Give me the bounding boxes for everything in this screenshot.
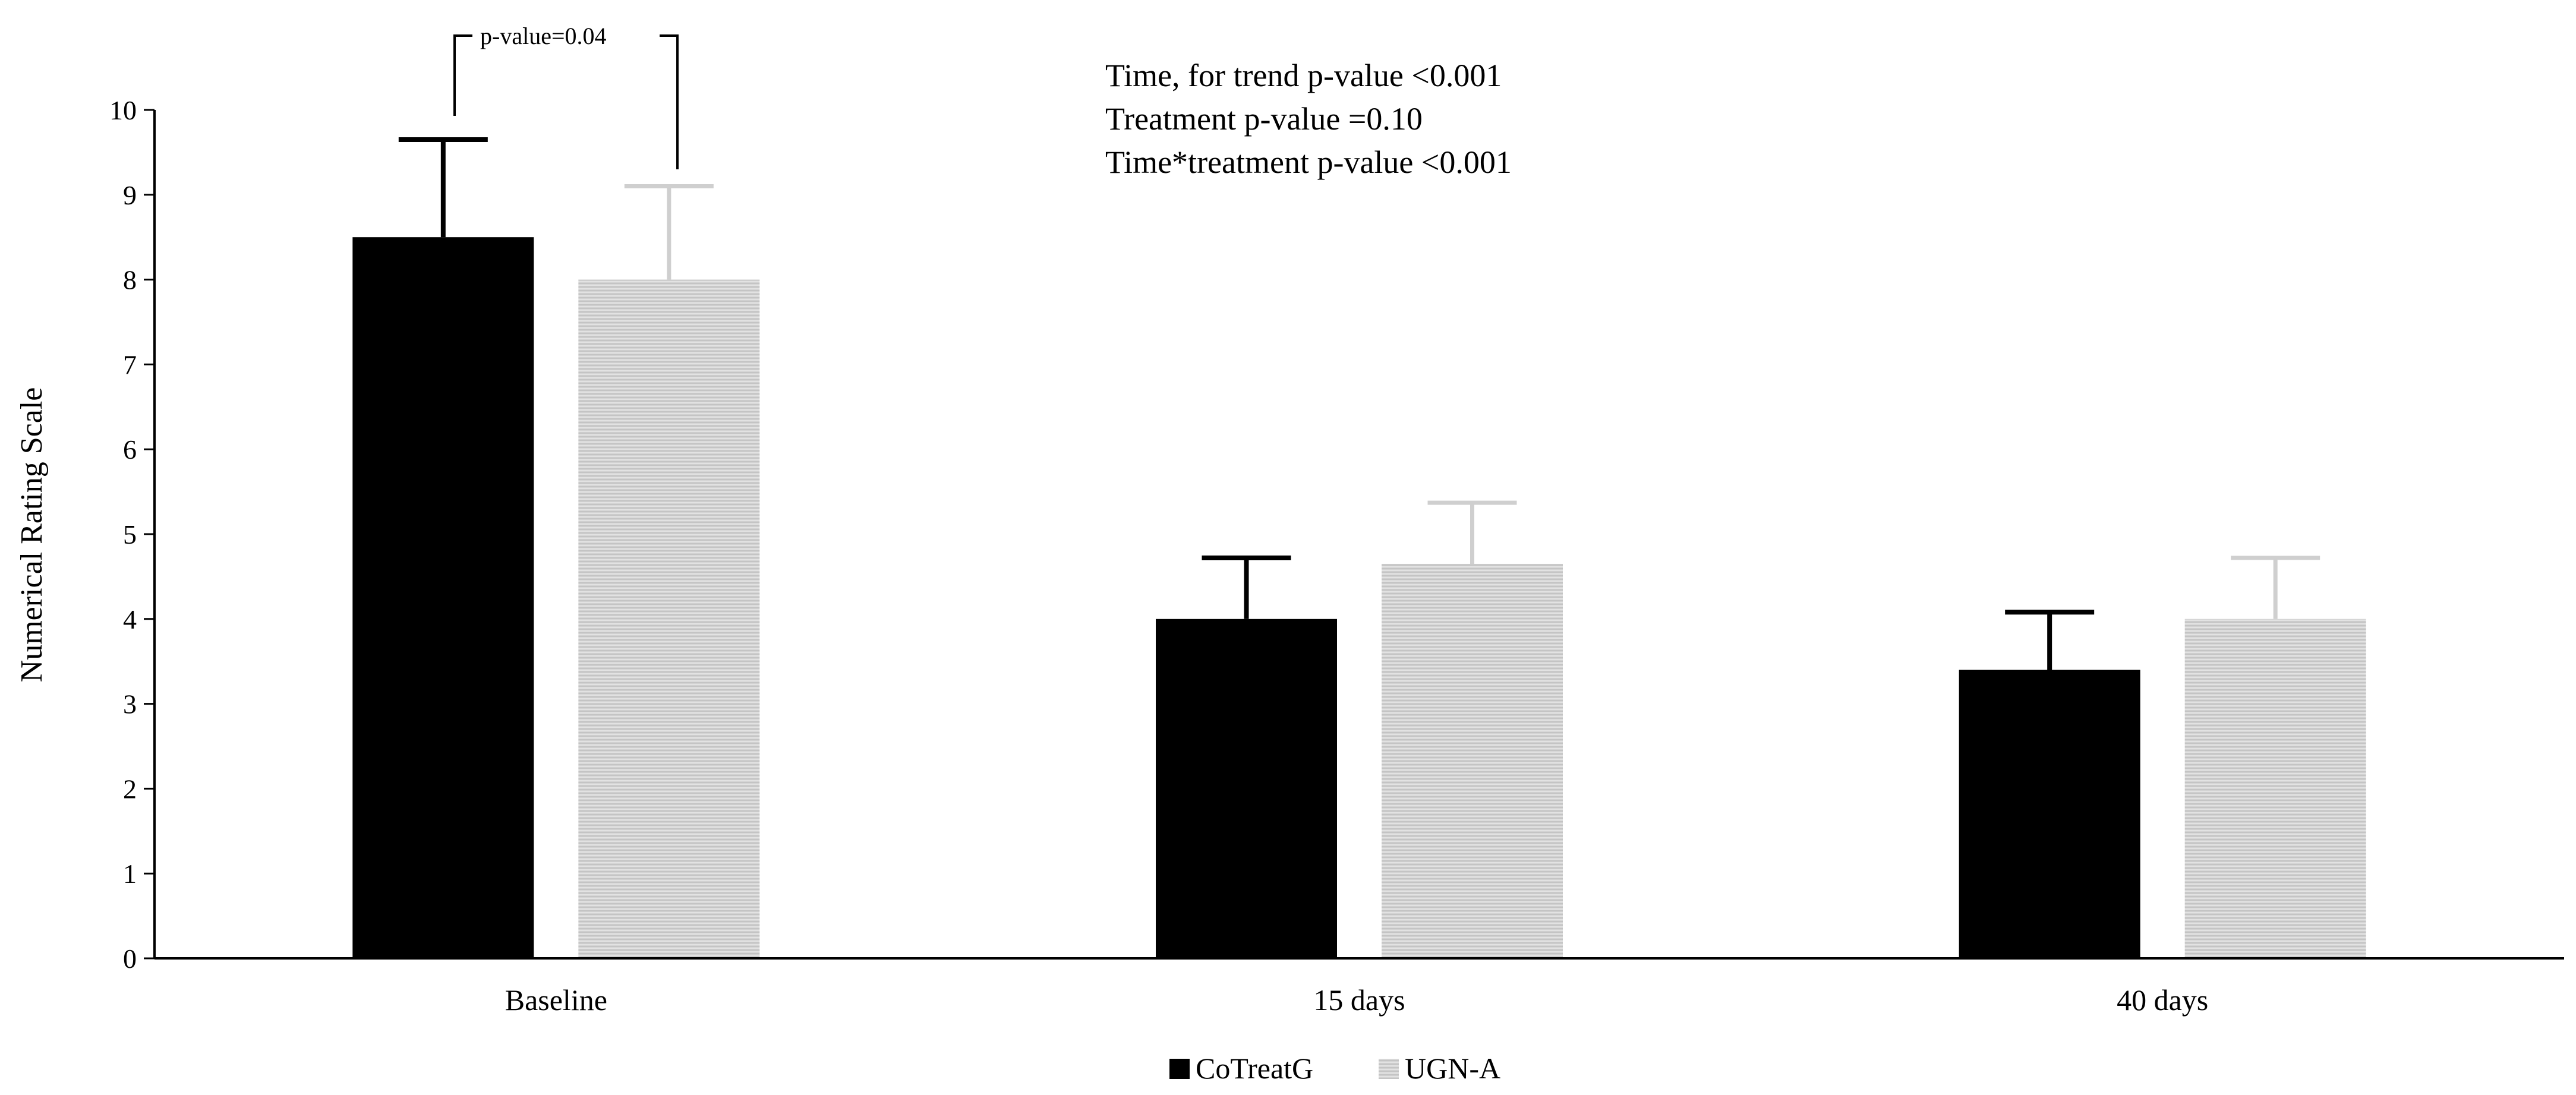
legend-label: UGN-A [1405,1052,1500,1085]
y-tick-label: 0 [123,943,137,974]
x-category-label: Baseline [505,983,607,1017]
y-axis-label: Numerical Rating Scale [15,387,49,683]
x-category-label: 15 days [1313,983,1405,1017]
significance-bracket: p-value=0.04 [453,23,679,169]
stats-line-time: Time, for trend p-value <0.001 [1105,58,1502,93]
bar-cotreatg-0 [352,237,534,959]
error-bars [398,137,2320,670]
x-axis-categories: Baseline 15 days 40 days [505,983,2208,1017]
bar-ugn-a-0 [578,279,760,959]
legend: CoTreatG UGN-A [1169,1052,1500,1085]
y-tick-label: 8 [123,265,137,295]
x-category-label: 40 days [2117,983,2208,1017]
y-axis-ticks: 0 1 2 3 4 5 6 7 8 9 10 [109,95,155,974]
y-tick-label: 5 [123,519,137,550]
bar-cotreatg-1 [1156,618,1337,958]
bar-ugn-a-1 [1382,563,1563,958]
y-tick-label: 2 [123,774,137,804]
legend-swatch [1379,1059,1399,1079]
y-tick-label: 9 [123,180,137,210]
y-tick-label: 10 [109,95,137,125]
y-tick-label: 1 [123,859,137,889]
stats-annotation: Time, for trend p-value <0.001 Treatment… [1105,58,1512,180]
bar-cotreatg-2 [1959,670,2140,958]
significance-label: p-value=0.04 [480,23,607,49]
stats-line-interaction: Time*treatment p-value <0.001 [1105,144,1512,180]
y-tick-label: 6 [123,434,137,465]
stats-line-treatment: Treatment p-value =0.10 [1105,101,1423,137]
significance-bracket-line [453,34,472,116]
legend-label: CoTreatG [1196,1052,1313,1085]
legend-swatch [1169,1059,1190,1079]
y-tick-label: 3 [123,689,137,720]
bar-ugn-a-2 [2184,618,2366,958]
bars [352,237,2366,959]
significance-bracket-line-right [660,34,679,169]
y-tick-label: 4 [123,604,137,635]
y-tick-label: 7 [123,349,137,380]
